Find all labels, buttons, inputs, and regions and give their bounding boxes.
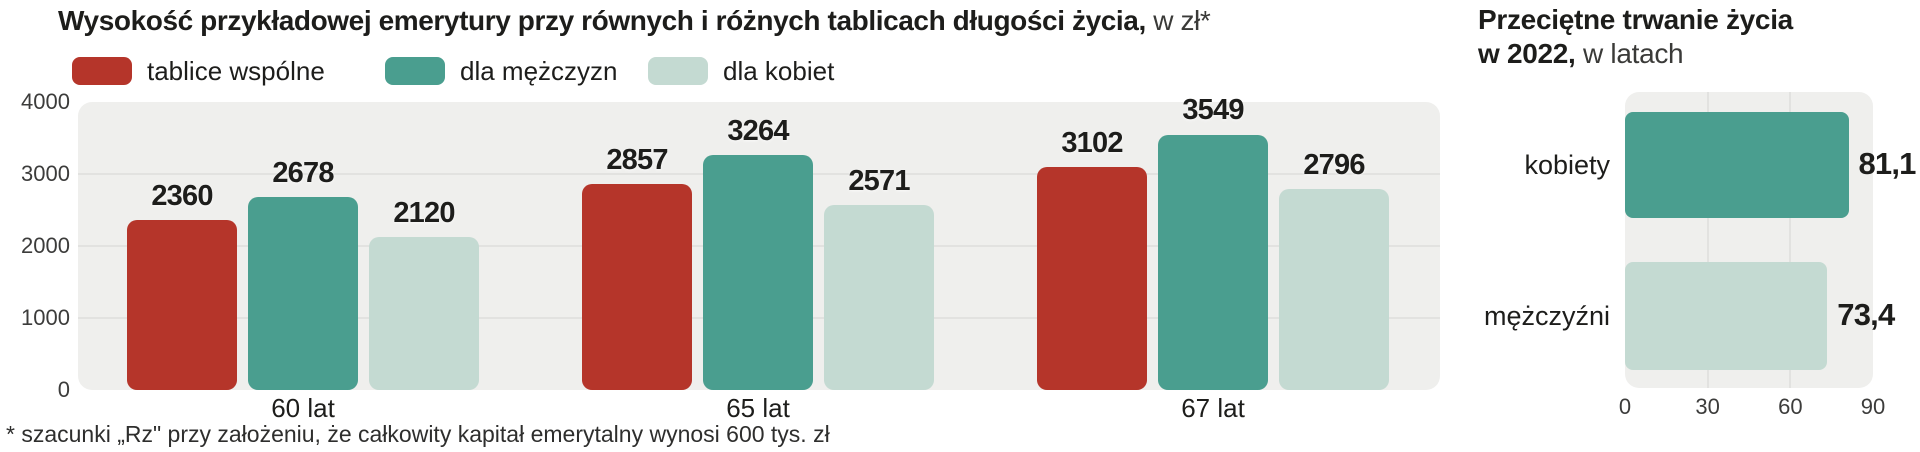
gridline-60: [1789, 92, 1792, 388]
pension-chart-title-bold: Wysokość przykładowej emerytury przy rów…: [58, 5, 1146, 36]
bar-value-2857: 2857: [606, 144, 668, 177]
bar-65-lat-2: [703, 155, 813, 390]
bar-67-lat-1: [1037, 166, 1147, 390]
bar-60-lat-3: [369, 237, 479, 390]
bar-value-2678: 2678: [272, 157, 334, 190]
y-axis-tick-2000: 2000: [21, 233, 70, 258]
bar-kobiety: [1625, 112, 1849, 218]
y-axis-tick-4000: 4000: [21, 89, 70, 114]
bar-mężczyźni: [1625, 262, 1828, 370]
y-axis-tick-1000: 1000: [21, 305, 70, 330]
pension-bar-chart-panel: 2360 2678 2120 2857 3264 2571 3102 3549 2796: [78, 94, 1440, 390]
x-axis-tick-30: 30: [1695, 394, 1720, 419]
x-category-67-lat: 67 lat: [1181, 393, 1245, 423]
life-expectancy-title-unit: w latach: [1575, 38, 1684, 69]
life-expectancy-title-line1: Przeciętne trwanie życia: [1478, 4, 1793, 35]
bar-value-2571: 2571: [848, 164, 910, 197]
bar-value-3264: 3264: [727, 115, 789, 147]
pension-chart-title: Wysokość przykładowej emerytury przy rów…: [58, 5, 1211, 37]
legend-swatch-3: [648, 57, 708, 85]
bar-value-3549: 3549: [1182, 94, 1244, 127]
bar-65-lat-1: [582, 184, 692, 390]
bar-67-lat-2: [1158, 134, 1268, 390]
bar-value-3102: 3102: [1061, 126, 1123, 159]
bar-67-lat-3: [1279, 188, 1389, 390]
legend-swatch-2: [385, 57, 445, 85]
x-axis-tick-60: 60: [1778, 394, 1803, 419]
bar-value-2360: 2360: [151, 180, 213, 213]
life-expectancy-chart-title: Przeciętne trwanie życia w 2022, w latac…: [1478, 3, 1793, 71]
category-label-kobiety: kobiety: [1524, 150, 1610, 180]
legend-label-3: dla kobiet: [723, 55, 835, 86]
legend-item-1: tablice wspólne: [72, 55, 325, 86]
y-axis-tick-0: 0: [57, 377, 70, 402]
legend-swatch-1: [72, 57, 132, 85]
x-category-60-lat: 60 lat: [271, 393, 335, 423]
legend-item-3: dla kobiet: [648, 55, 835, 86]
value-label-mężczyźni: 73,4: [1837, 297, 1895, 332]
life-expectancy-chart-panel: [1625, 92, 1873, 388]
bar-value-2120: 2120: [393, 197, 455, 230]
x-axis-tick-90: 90: [1860, 394, 1886, 419]
gridline-30: [1706, 92, 1709, 388]
bar-60-lat-1: [127, 220, 237, 390]
bar-65-lat-3: [824, 204, 934, 390]
y-axis-tick-3000: 3000: [21, 161, 70, 186]
legend-item-2: dla mężczyzn: [385, 55, 618, 86]
legend-label-2: dla mężczyzn: [460, 55, 618, 86]
life-expectancy-title-line2-bold: w 2022,: [1478, 38, 1576, 69]
legend-label-1: tablice wspólne: [147, 55, 325, 86]
category-label-mężczyźni: mężczyźni: [1483, 301, 1610, 331]
bar-value-2796: 2796: [1303, 148, 1365, 181]
x-category-65-lat: 65 lat: [726, 393, 790, 423]
pension-chart-title-unit: w zł*: [1145, 5, 1211, 36]
footnote: * szacunki „Rz" przy założeniu, że całko…: [6, 421, 830, 447]
value-label-kobiety: 81,1: [1858, 146, 1916, 181]
bar-60-lat-2: [248, 197, 358, 390]
x-axis-tick-0: 0: [1618, 394, 1632, 419]
